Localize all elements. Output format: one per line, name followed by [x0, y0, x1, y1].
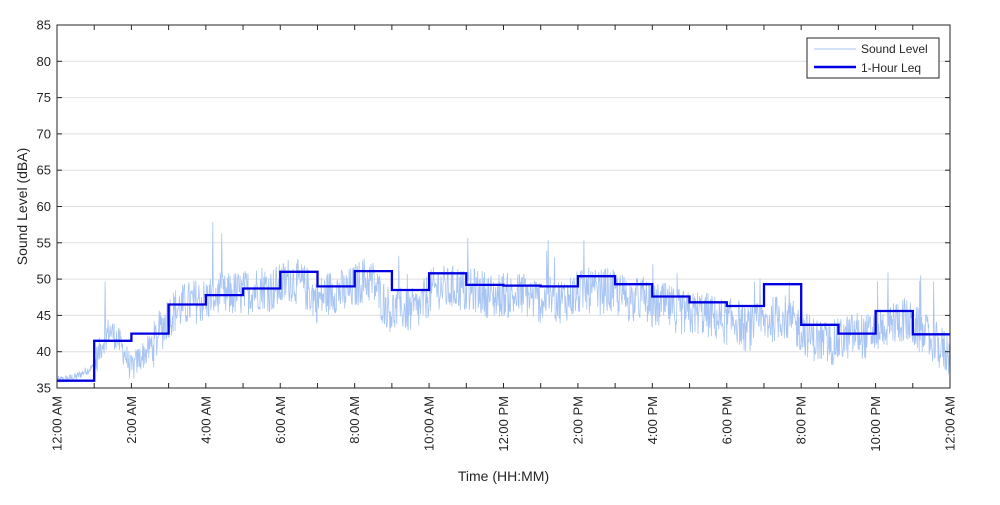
y-axis-ticks: 35 40 45 50 55 60 65 70 75 80 85 — [37, 18, 950, 396]
y-tick-label: 60 — [37, 199, 51, 214]
x-tick-label: 8:00 PM — [794, 396, 809, 444]
x-tick-label: 12:00 AM — [943, 396, 958, 451]
y-tick-label: 85 — [37, 18, 51, 33]
legend-sound-level-label: Sound Level — [861, 42, 928, 56]
x-axis-ticks: 12:00 AM 2:00 AM 4:00 AM 6:00 AM 8:00 AM 10:0… — [50, 25, 958, 452]
x-tick-label: 2:00 PM — [570, 396, 585, 444]
x-tick-label: 6:00 PM — [719, 396, 734, 444]
x-tick-label: 6:00 AM — [273, 396, 288, 444]
x-tick-label: 12:00 AM — [50, 396, 65, 451]
legend: Sound Level 1-Hour Leq — [806, 37, 940, 79]
series-1-hour-leq-line — [57, 269, 950, 382]
y-tick-label: 50 — [37, 272, 51, 287]
x-tick-label: 4:00 AM — [198, 396, 213, 444]
y-tick-label: 55 — [37, 235, 51, 250]
y-tick-label: 70 — [37, 126, 51, 141]
x-tick-label: 2:00 AM — [124, 396, 139, 444]
y-tick-label: 35 — [37, 381, 51, 396]
legend-leq-label: 1-Hour Leq — [861, 61, 921, 75]
x-tick-label: 12:00 PM — [496, 396, 511, 452]
x-axis-title: Time (HH:MM) — [458, 468, 549, 484]
y-tick-label: 75 — [37, 90, 51, 105]
x-tick-label: 8:00 AM — [347, 396, 362, 444]
x-tick-label: 10:00 PM — [868, 396, 883, 452]
series-layer — [56, 222, 951, 384]
legend-box — [806, 37, 940, 79]
y-tick-label: 45 — [37, 308, 51, 323]
y-axis-title: Sound Level (dBA) — [14, 148, 30, 266]
x-tick-label: 10:00 AM — [422, 396, 437, 451]
y-tick-label: 80 — [37, 54, 51, 69]
x-tick-label: 4:00 PM — [645, 396, 660, 444]
series-sound-level-line — [56, 222, 951, 384]
y-tick-label: 65 — [37, 163, 51, 178]
y-tick-label: 40 — [37, 344, 51, 359]
